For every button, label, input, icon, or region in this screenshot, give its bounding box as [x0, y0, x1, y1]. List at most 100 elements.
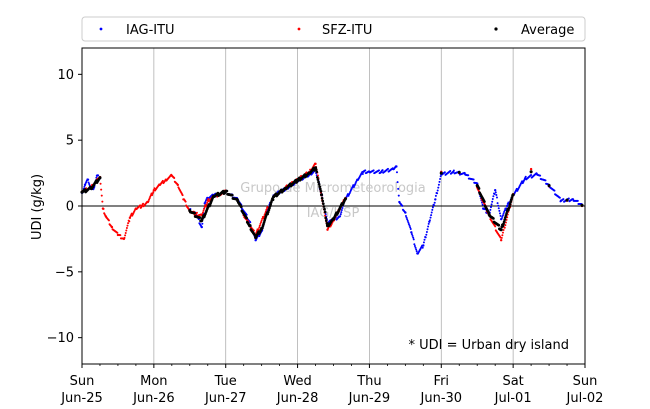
data-point	[151, 194, 154, 197]
data-point	[181, 194, 184, 197]
data-point	[410, 231, 413, 234]
data-point	[401, 204, 404, 207]
data-point	[260, 219, 263, 222]
data-point	[98, 176, 102, 180]
data-point	[492, 217, 495, 220]
data-point	[490, 203, 493, 206]
data-point	[396, 181, 399, 184]
data-point	[495, 196, 498, 199]
data-point	[413, 243, 416, 246]
data-point	[341, 206, 344, 209]
data-point	[323, 207, 326, 211]
data-point	[430, 211, 433, 214]
data-point	[438, 180, 441, 183]
data-point	[422, 241, 425, 244]
data-point	[259, 222, 262, 225]
y-tick-label: −10	[47, 331, 74, 346]
data-point	[148, 197, 151, 200]
data-point	[501, 234, 504, 237]
data-point	[404, 214, 407, 217]
x-tick-label-date: Jul-02	[566, 391, 604, 406]
data-point	[504, 216, 507, 219]
data-point	[314, 162, 317, 166]
data-point	[324, 214, 327, 217]
data-point	[408, 224, 411, 227]
data-point	[314, 168, 318, 171]
data-point	[409, 227, 412, 230]
y-axis-title: UDI (g/kg)	[30, 174, 45, 240]
data-point	[405, 216, 408, 219]
data-point	[493, 189, 497, 192]
data-point	[429, 216, 432, 219]
data-point	[524, 175, 527, 178]
data-point	[497, 204, 500, 207]
data-point	[206, 201, 209, 204]
data-point	[258, 226, 261, 229]
x-tick-label-date: Jun-28	[276, 391, 319, 406]
data-point	[110, 225, 114, 229]
data-point	[529, 170, 533, 174]
data-point	[498, 212, 501, 215]
data-point	[200, 225, 203, 229]
data-point	[576, 199, 579, 202]
data-point	[421, 246, 424, 249]
data-point	[489, 208, 492, 211]
series-average	[80, 166, 584, 240]
data-point	[151, 192, 154, 195]
data-point	[258, 224, 261, 227]
data-point	[116, 231, 119, 234]
data-point	[497, 207, 500, 210]
data-point	[317, 183, 321, 186]
data-point	[198, 216, 202, 219]
data-point	[319, 190, 323, 193]
x-tick-label-day: Sun	[70, 374, 95, 389]
data-point	[503, 218, 507, 221]
x-tick-label-day: Mon	[140, 374, 167, 389]
data-point	[547, 184, 551, 188]
data-point	[406, 218, 409, 221]
data-point	[378, 169, 381, 172]
data-point	[436, 192, 439, 195]
data-point	[322, 205, 326, 208]
data-point	[142, 202, 145, 205]
data-point	[152, 191, 155, 194]
legend-label-average: Average	[521, 23, 574, 38]
data-point	[505, 211, 508, 215]
y-tick-label: 0	[66, 200, 74, 215]
data-point	[437, 183, 440, 186]
data-point	[225, 189, 229, 193]
data-point	[499, 239, 503, 242]
data-point	[494, 191, 497, 194]
x-tick-label-day: Sun	[573, 374, 598, 389]
data-point	[414, 246, 417, 249]
data-point	[397, 194, 400, 197]
y-tick-label: −5	[55, 265, 74, 280]
data-point	[119, 234, 122, 237]
data-point	[126, 224, 129, 227]
data-point	[413, 245, 416, 248]
data-point	[260, 221, 263, 224]
data-point	[316, 178, 320, 182]
data-point	[483, 200, 486, 203]
data-point	[381, 169, 384, 172]
annotation-udi: * UDI = Urban dry island	[409, 338, 569, 353]
x-tick-label-date: Jul-01	[494, 391, 532, 406]
data-point	[481, 203, 484, 206]
data-point	[422, 244, 425, 247]
data-point	[509, 198, 513, 202]
data-point	[100, 194, 103, 197]
data-point	[491, 197, 494, 200]
y-axis: −10 −5 0 5 10	[47, 68, 82, 346]
data-point	[271, 198, 275, 202]
data-point	[107, 219, 110, 222]
data-point	[201, 211, 204, 214]
data-point	[321, 202, 325, 206]
data-point	[502, 222, 505, 226]
data-point	[423, 238, 426, 241]
data-point	[364, 169, 367, 172]
data-point	[428, 219, 431, 222]
data-point	[407, 221, 410, 224]
data-point	[427, 225, 430, 228]
x-tick-label-date: Jun-29	[348, 391, 391, 406]
